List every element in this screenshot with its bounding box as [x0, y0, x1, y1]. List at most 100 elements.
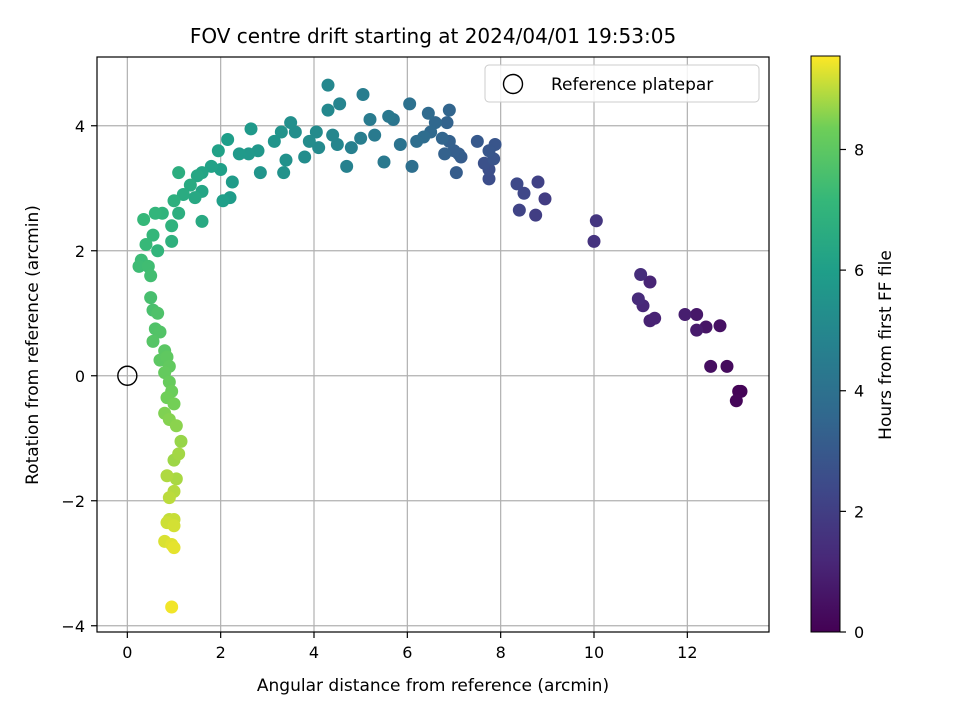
- data-point: [151, 244, 165, 258]
- data-point: [403, 97, 417, 111]
- data-point: [356, 88, 370, 101]
- colorbar: [810, 55, 841, 633]
- y-axis-label: Rotation from reference (arcmin): [23, 205, 43, 485]
- data-point: [216, 194, 230, 208]
- data-point: [482, 144, 496, 158]
- data-point: [188, 191, 202, 205]
- data-point: [172, 166, 186, 180]
- colorbar-tick-label: 2: [854, 502, 864, 521]
- data-point: [729, 394, 743, 408]
- data-point: [529, 208, 543, 222]
- data-point: [242, 147, 256, 161]
- reference-platepar-marker: [117, 365, 138, 386]
- data-point: [344, 141, 358, 155]
- data-point: [167, 519, 181, 533]
- reference-marker: [117, 365, 138, 386]
- y-tick-label: 2: [75, 242, 85, 261]
- data-point: [512, 203, 526, 217]
- y-tick-label: −4: [61, 617, 85, 636]
- y-tick-label: 4: [75, 117, 85, 136]
- data-point: [333, 97, 347, 111]
- data-point: [146, 228, 160, 242]
- grid-lines: [97, 57, 769, 632]
- data-point: [312, 141, 326, 155]
- data-point: [144, 269, 158, 283]
- data-point: [146, 334, 160, 348]
- data-point: [195, 214, 209, 228]
- x-tick-label: 12: [677, 643, 697, 662]
- data-point: [302, 134, 316, 148]
- data-point: [151, 306, 165, 320]
- legend-box: Reference platepar: [484, 64, 760, 103]
- data-point: [139, 238, 153, 251]
- colorbar-tick-label: 8: [854, 140, 864, 159]
- data-point: [167, 194, 181, 208]
- data-point: [440, 116, 454, 130]
- data-point: [690, 308, 704, 321]
- data-point: [321, 78, 335, 92]
- data-point: [538, 192, 552, 206]
- data-point: [720, 359, 734, 373]
- data-point: [183, 178, 197, 192]
- data-point: [167, 397, 181, 411]
- data-point: [204, 159, 218, 173]
- data-point: [382, 109, 396, 123]
- data-point: [410, 134, 424, 148]
- data-point: [137, 213, 151, 226]
- data-point: [153, 325, 167, 339]
- data-point: [162, 491, 176, 505]
- colorbar-label: Hours from first FF file: [876, 250, 896, 440]
- data-point: [517, 186, 531, 200]
- x-axis-ticks: 0 2 4 6 8 10 12: [122, 632, 698, 662]
- data-point: [531, 175, 545, 189]
- data-point: [244, 122, 258, 136]
- data-point: [354, 131, 368, 145]
- data-point: [363, 113, 377, 126]
- data-point: [165, 234, 179, 248]
- data-points: [132, 78, 748, 614]
- x-tick-label: 8: [496, 643, 506, 662]
- data-point: [148, 206, 162, 220]
- data-point: [279, 153, 293, 167]
- chart-title: FOV centre drift starting at 2024/04/01 …: [190, 24, 676, 48]
- data-point: [167, 541, 181, 555]
- data-point: [510, 177, 524, 191]
- data-point: [678, 308, 692, 321]
- data-point: [587, 234, 601, 248]
- data-point: [442, 103, 456, 117]
- data-point: [704, 359, 718, 373]
- data-point: [438, 147, 452, 161]
- x-tick-label: 6: [402, 643, 412, 662]
- data-point: [377, 155, 391, 169]
- data-point: [340, 159, 354, 173]
- data-point: [176, 188, 190, 201]
- data-point: [589, 214, 603, 228]
- data-point: [267, 134, 281, 148]
- data-point: [190, 169, 204, 183]
- data-point: [421, 106, 435, 120]
- data-point: [326, 128, 340, 142]
- data-point: [309, 125, 323, 139]
- data-point: [174, 434, 188, 448]
- x-tick-label: 2: [216, 643, 226, 662]
- y-tick-label: −2: [61, 492, 85, 511]
- plot-area-frame: [96, 56, 770, 633]
- data-point: [165, 600, 179, 614]
- data-point: [172, 206, 186, 220]
- data-point: [132, 259, 146, 273]
- data-point: [232, 147, 246, 161]
- data-point: [274, 125, 288, 139]
- data-point: [160, 469, 174, 483]
- data-point: [221, 133, 235, 146]
- data-point: [435, 131, 449, 145]
- y-axis-ticks: −4 −2 0 2 4: [61, 117, 97, 636]
- data-point: [631, 292, 645, 306]
- colorbar-tick-label: 6: [854, 261, 864, 280]
- legend-frame: [484, 64, 760, 103]
- data-point: [253, 166, 267, 180]
- x-tick-label: 4: [309, 643, 319, 662]
- data-point: [482, 172, 496, 186]
- data-point: [165, 219, 179, 233]
- colorbar-ticks: 0 2 4 6 8: [840, 140, 864, 642]
